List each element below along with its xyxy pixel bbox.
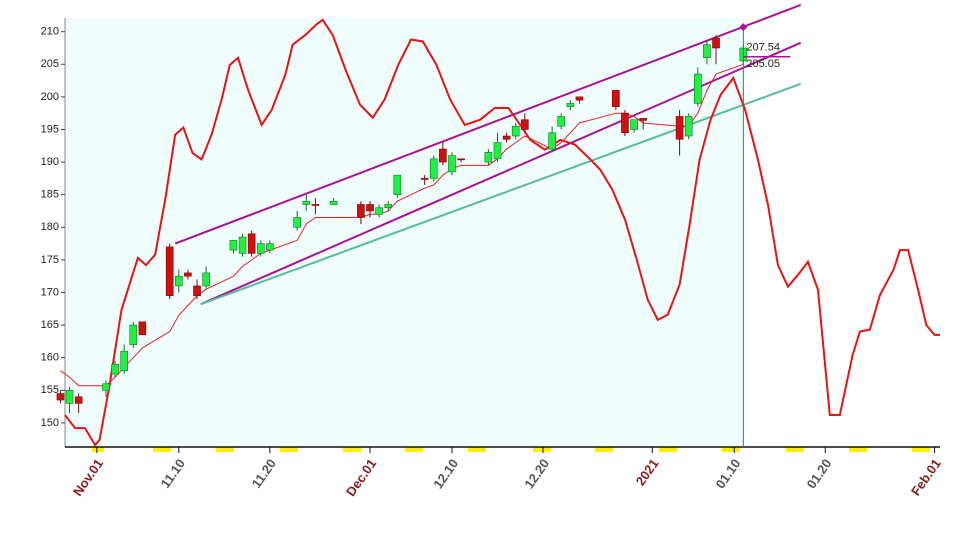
- candle-body: [675, 116, 684, 140]
- candle-body: [521, 119, 529, 130]
- candle-body: [448, 155, 456, 173]
- candle-body: [457, 158, 465, 161]
- candle-body: [357, 204, 365, 218]
- weekend-marker: [659, 447, 677, 452]
- x-tick-label: 12.20: [521, 456, 552, 491]
- y-tick-label: 210: [41, 26, 59, 38]
- weekend-marker: [153, 447, 171, 452]
- y-tick-label: 185: [41, 189, 59, 201]
- x-tick-label: 01.20: [804, 456, 835, 491]
- candle-body: [612, 90, 620, 107]
- candle-body: [229, 240, 238, 251]
- candle-body: [575, 96, 584, 101]
- y-tick-label: 155: [41, 384, 59, 396]
- candle-body: [111, 363, 119, 375]
- candle-body: [175, 275, 183, 287]
- weekend-marker: [280, 447, 298, 452]
- price-label: 207.54: [746, 42, 780, 54]
- weekend-markers: [92, 447, 930, 452]
- candle-body: [256, 243, 265, 254]
- x-tick-label: Dec.01: [343, 456, 379, 499]
- x-tick-label: Nov.01: [70, 456, 106, 499]
- x-tick-label: 11.20: [249, 456, 280, 491]
- candle-body: [329, 200, 338, 205]
- weekend-marker: [92, 447, 104, 452]
- y-tick-label: 150: [41, 417, 59, 429]
- candle-body: [202, 272, 210, 287]
- candle-body: [621, 112, 629, 134]
- candle-body: [694, 73, 702, 104]
- candle-body: [184, 272, 192, 277]
- candle-body: [74, 396, 83, 404]
- price-label: 205.05: [746, 58, 780, 70]
- history-background: [65, 18, 744, 447]
- cycle-line: [64, 18, 940, 447]
- weekend-marker: [595, 447, 613, 452]
- candle-body: [502, 135, 511, 140]
- weekend-marker: [343, 447, 361, 452]
- trend-line: [174, 4, 802, 245]
- candle-body: [703, 44, 711, 59]
- candle-body: [375, 207, 383, 215]
- candle-body: [439, 148, 447, 163]
- candle-body: [165, 246, 174, 297]
- candle-body: [266, 243, 274, 251]
- x-tick-label: 11.10: [158, 456, 189, 491]
- y-tick-label: 200: [41, 91, 59, 103]
- y-tick-label: 170: [41, 286, 59, 298]
- y-tick-label: 190: [41, 156, 59, 168]
- candle-body: [557, 116, 566, 127]
- candle-body: [102, 383, 110, 391]
- x-tick-label: Feb.01: [908, 456, 944, 498]
- x-tick-label: 2021: [633, 456, 662, 488]
- x-tick-label: 01.10: [713, 456, 744, 491]
- candle-body: [639, 118, 647, 121]
- weekend-marker: [912, 447, 930, 452]
- candle-body: [293, 217, 301, 228]
- candle-body: [493, 142, 502, 160]
- candle-body: [630, 119, 638, 130]
- y-tick-label: 160: [41, 352, 59, 364]
- weekend-marker: [849, 447, 867, 452]
- candle-body: [311, 204, 320, 206]
- y-tick-label: 205: [41, 58, 59, 70]
- candle-body: [511, 125, 520, 137]
- candle-body: [420, 178, 429, 180]
- candle-body: [238, 236, 247, 254]
- candle-body: [484, 152, 493, 163]
- candle-body: [548, 132, 556, 150]
- candle-body: [566, 103, 575, 107]
- candle-body: [138, 321, 147, 336]
- candle-body: [366, 204, 374, 212]
- candle-body: [712, 37, 720, 49]
- y-tick-label: 180: [41, 221, 59, 233]
- y-tick-label: 195: [41, 123, 59, 135]
- y-tick-label: 175: [41, 254, 59, 266]
- weekend-marker: [216, 447, 234, 452]
- candle-body: [393, 174, 402, 195]
- candle-body: [684, 116, 693, 137]
- trend-line: [200, 82, 802, 306]
- candle-body: [56, 393, 65, 401]
- weekend-marker: [468, 447, 486, 452]
- candle-body: [120, 350, 128, 372]
- y-tick-label: 165: [41, 319, 59, 331]
- weekend-marker: [405, 447, 423, 452]
- candle-body: [384, 204, 393, 209]
- candle-body: [429, 158, 438, 179]
- x-tick-label: 12.10: [430, 456, 461, 491]
- weekend-marker: [786, 447, 804, 452]
- candle-body: [193, 285, 201, 297]
- weekend-marker: [722, 447, 740, 452]
- cursor-marker: [739, 23, 748, 32]
- candle-body: [247, 233, 256, 254]
- weekend-marker: [533, 447, 551, 452]
- candle-body: [302, 200, 311, 205]
- candle-body: [65, 389, 74, 404]
- candle-body: [129, 324, 138, 345]
